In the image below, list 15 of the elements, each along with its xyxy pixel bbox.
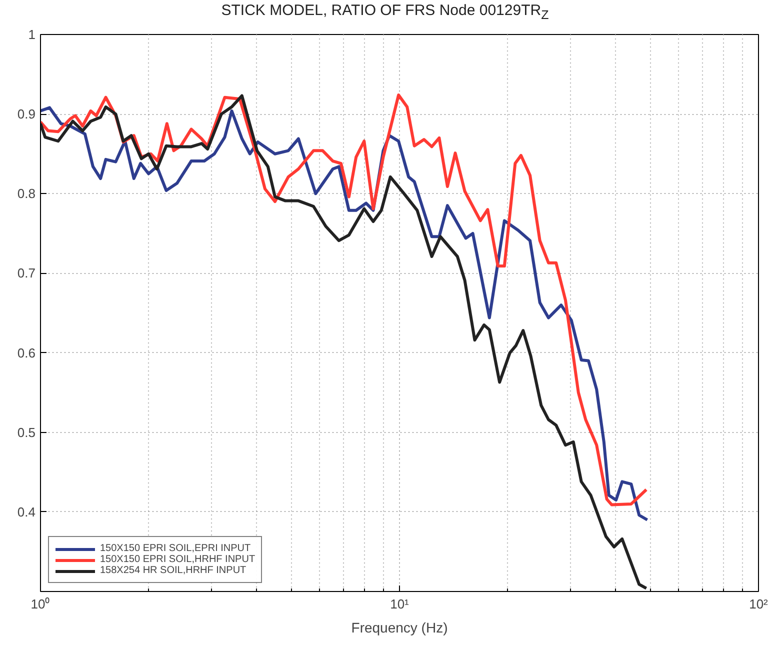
y-tick-label: 0.7 xyxy=(17,266,36,281)
y-tick-label: 0.8 xyxy=(17,186,36,202)
legend-label: 150X150 EPRI SOIL,HRHF INPUT xyxy=(100,554,256,565)
x-axis-title: Frequency (Hz) xyxy=(351,620,448,636)
y-tick-label: 0.9 xyxy=(17,106,36,122)
x-tick-label: 10¹ xyxy=(390,596,410,612)
legend-label: 158X254 HR SOIL,HRHF INPUT xyxy=(100,565,246,576)
x-tick-label: 10² xyxy=(749,596,769,612)
legend-label: 150X150 EPRI SOIL,EPRI INPUT xyxy=(100,543,251,554)
y-tick-label: 0.5 xyxy=(17,424,36,440)
y-tick-label: 0.6 xyxy=(17,345,36,360)
y-tick-label: 1 xyxy=(28,27,36,42)
x-tick-label: 10⁰ xyxy=(30,596,50,612)
chart-title: STICK MODEL, RATIO OF FRS Node 00129TR$_{Z}$ xyxy=(220,1,550,24)
y-tick-label: 0.4 xyxy=(17,504,36,520)
